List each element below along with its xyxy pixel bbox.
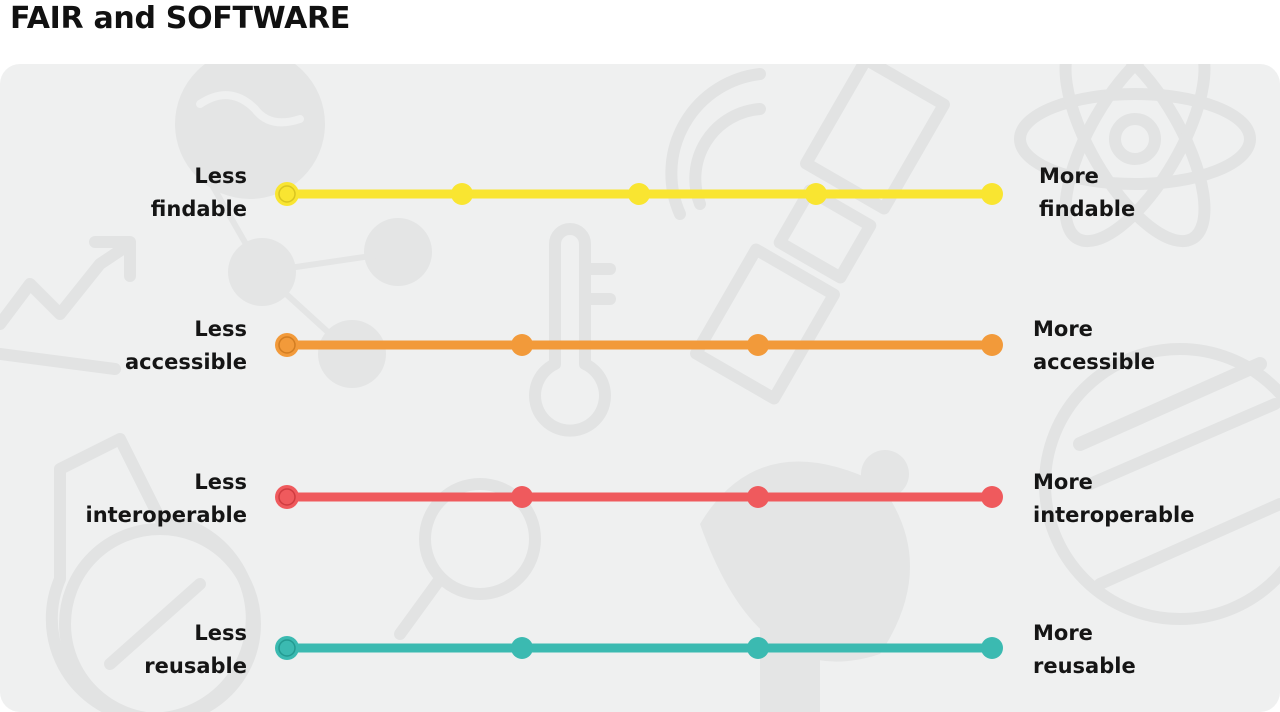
trend-arrow-icon <box>0 236 136 375</box>
satellite-dish-icon <box>700 450 910 712</box>
scale-accessible: Less accessible More accessible <box>0 313 1280 383</box>
atom-icon <box>1014 64 1256 248</box>
more-accessible-label: More accessible <box>1033 317 1155 374</box>
thermometer-icon <box>529 223 616 437</box>
more-findable-label: More findable <box>1039 164 1136 221</box>
scale-point <box>981 334 1003 356</box>
satellite-icon <box>665 64 950 405</box>
less-accessible-label: Less accessible <box>125 317 247 374</box>
reusable-scale-track <box>275 636 1003 660</box>
scale-point <box>981 637 1003 659</box>
dna-icon <box>1039 343 1280 625</box>
magnifier-icon <box>394 478 541 640</box>
findable-scale-track <box>275 182 1003 206</box>
scale-point <box>747 486 769 508</box>
interoperable-scale-track <box>275 485 1003 509</box>
globe-icon <box>175 64 325 199</box>
flask-icon <box>45 433 261 712</box>
scale-reusable: Less reusable More reusable <box>0 617 1280 687</box>
scale-point <box>981 183 1003 205</box>
molecule-icon <box>197 161 432 388</box>
scale-interoperable: Less interoperable More interoperable <box>0 466 1280 536</box>
scale-point <box>511 637 533 659</box>
scale-point <box>628 183 650 205</box>
scale-point <box>805 183 827 205</box>
less-interoperable-label: Less interoperable <box>85 470 248 527</box>
scale-point <box>511 486 533 508</box>
more-reusable-label: More reusable <box>1033 621 1136 678</box>
less-reusable-label: Less reusable <box>144 621 247 678</box>
scale-point <box>451 183 473 205</box>
less-findable-label: Less findable <box>150 164 247 221</box>
scale-point <box>747 637 769 659</box>
scale-point <box>981 486 1003 508</box>
scale-findable: Less findable More findable <box>0 160 1280 230</box>
diagram-panel: Less findable More findable Less accessible <box>0 64 1280 712</box>
scale-point <box>747 334 769 356</box>
accessible-scale-track <box>275 333 1003 357</box>
page-title: FAIR and SOFTWARE <box>10 1 351 36</box>
scale-point <box>511 334 533 356</box>
background-illustration <box>0 64 1280 712</box>
more-interoperable-label: More interoperable <box>1033 470 1195 527</box>
